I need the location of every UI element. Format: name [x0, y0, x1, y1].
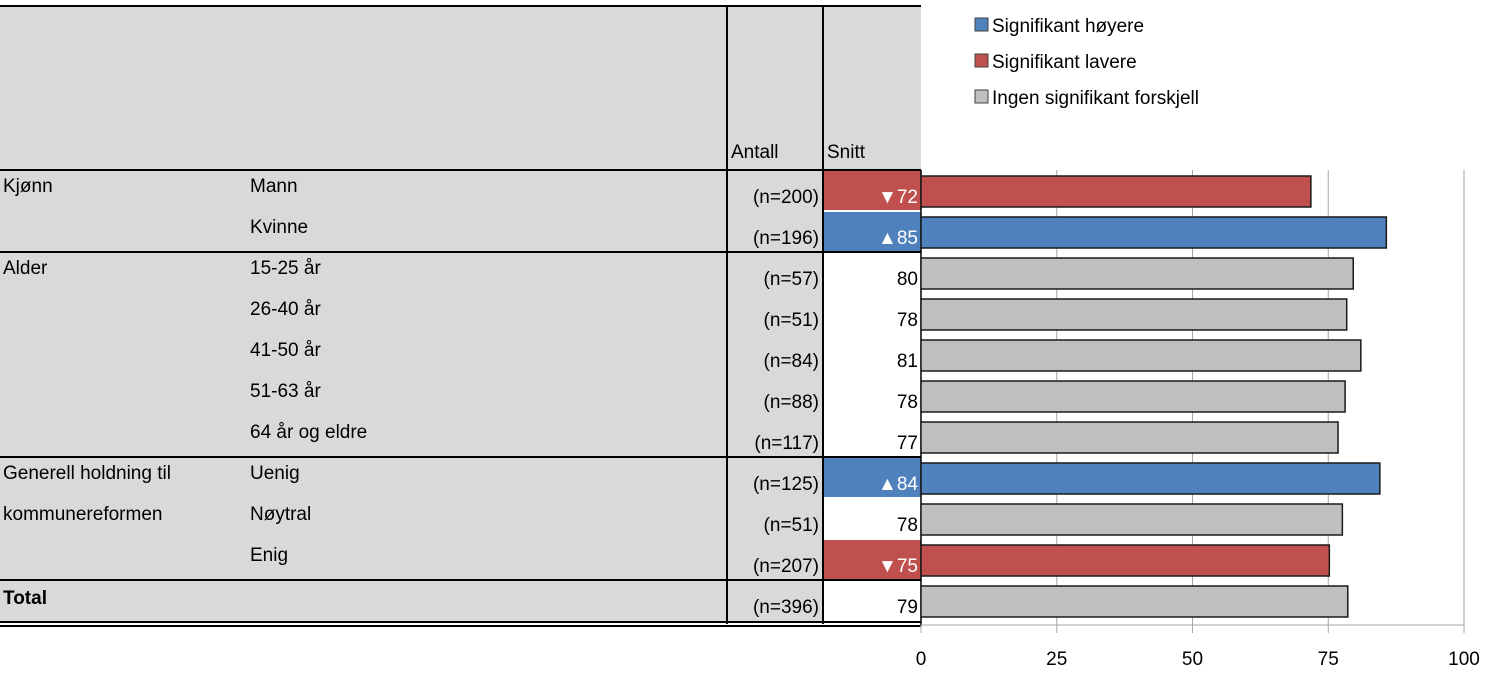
row-mean: ▲85 [823, 212, 921, 251]
border-snitt [822, 5, 824, 624]
group-block [0, 170, 823, 252]
legend-label: Signifikant høyere [992, 16, 1144, 37]
bar [920, 421, 1339, 454]
row-mean: 78 [896, 515, 918, 536]
row-label: 15-25 år [250, 258, 321, 279]
legend-label: Ingen signifikant forskjell [992, 88, 1199, 109]
row-count: (n=51) [763, 310, 819, 331]
bar [920, 216, 1388, 249]
bar [920, 544, 1331, 577]
x-tick-label: 100 [1448, 649, 1480, 670]
row-count: (n=51) [763, 515, 819, 536]
legend-label: Signifikant lavere [992, 52, 1137, 73]
row-count: (n=125) [752, 474, 819, 495]
row-count: (n=84) [763, 351, 819, 372]
border-top [0, 5, 921, 7]
bar [920, 462, 1381, 495]
row-count: (n=196) [752, 228, 819, 249]
row-mean: 78 [896, 310, 918, 331]
border-group [0, 456, 921, 458]
row-label: 41-50 år [250, 340, 321, 361]
row-count: (n=200) [752, 187, 819, 208]
group-label: Generell holdning til [3, 463, 171, 484]
row-label: 26-40 år [250, 299, 321, 320]
row-mean: ▼72 [823, 171, 921, 210]
row-label: Uenig [250, 463, 300, 484]
row-label: 51-63 år [250, 381, 321, 402]
bar [920, 503, 1344, 536]
group-block [0, 252, 823, 457]
x-tick-label: 0 [916, 649, 927, 670]
row-mean: ▲84 [823, 458, 921, 497]
row-mean: 77 [896, 433, 918, 454]
group-label: Alder [3, 258, 48, 279]
x-tick-label: 50 [1182, 649, 1203, 670]
border-header [0, 169, 921, 171]
border-antall [726, 5, 728, 624]
row-count: (n=117) [754, 433, 819, 454]
group-block [0, 580, 823, 621]
bar [920, 175, 1312, 208]
row-label: Enig [250, 545, 289, 566]
x-tick-label: 25 [1046, 649, 1067, 670]
row-count: (n=207) [752, 556, 819, 577]
border-group [0, 251, 921, 253]
row-label: Nøytral [250, 504, 312, 525]
total-label: Total [3, 588, 47, 609]
bar [920, 380, 1346, 413]
border-bottom-2 [0, 625, 921, 627]
border-bottom [0, 621, 921, 623]
row-label: 64 år og eldre [250, 422, 368, 443]
header-snitt: Snitt [827, 142, 866, 163]
bar [920, 585, 1349, 618]
bar [920, 257, 1354, 290]
row-mean: 81 [896, 351, 918, 372]
legend-swatch [974, 89, 989, 104]
row-mean: 80 [896, 269, 918, 290]
group-label-line2: kommunereformen [3, 504, 163, 525]
border-group [0, 579, 921, 581]
row-mean: ▼75 [823, 540, 921, 579]
row-label: Mann [250, 176, 298, 197]
row-mean: 79 [896, 597, 918, 618]
x-tick-label: 75 [1318, 649, 1339, 670]
legend-swatch [974, 53, 989, 68]
row-label: Kvinne [250, 217, 309, 238]
bar [920, 339, 1362, 372]
row-count: (n=396) [752, 597, 819, 618]
row-mean: 78 [896, 392, 918, 413]
group-block [0, 457, 823, 580]
bar [920, 298, 1348, 331]
row-count: (n=88) [763, 392, 819, 413]
header-antall: Antall [731, 142, 779, 163]
legend-swatch [974, 17, 989, 32]
header-block [0, 7, 921, 170]
group-label: Kjønn [3, 176, 53, 197]
row-count: (n=57) [763, 269, 819, 290]
